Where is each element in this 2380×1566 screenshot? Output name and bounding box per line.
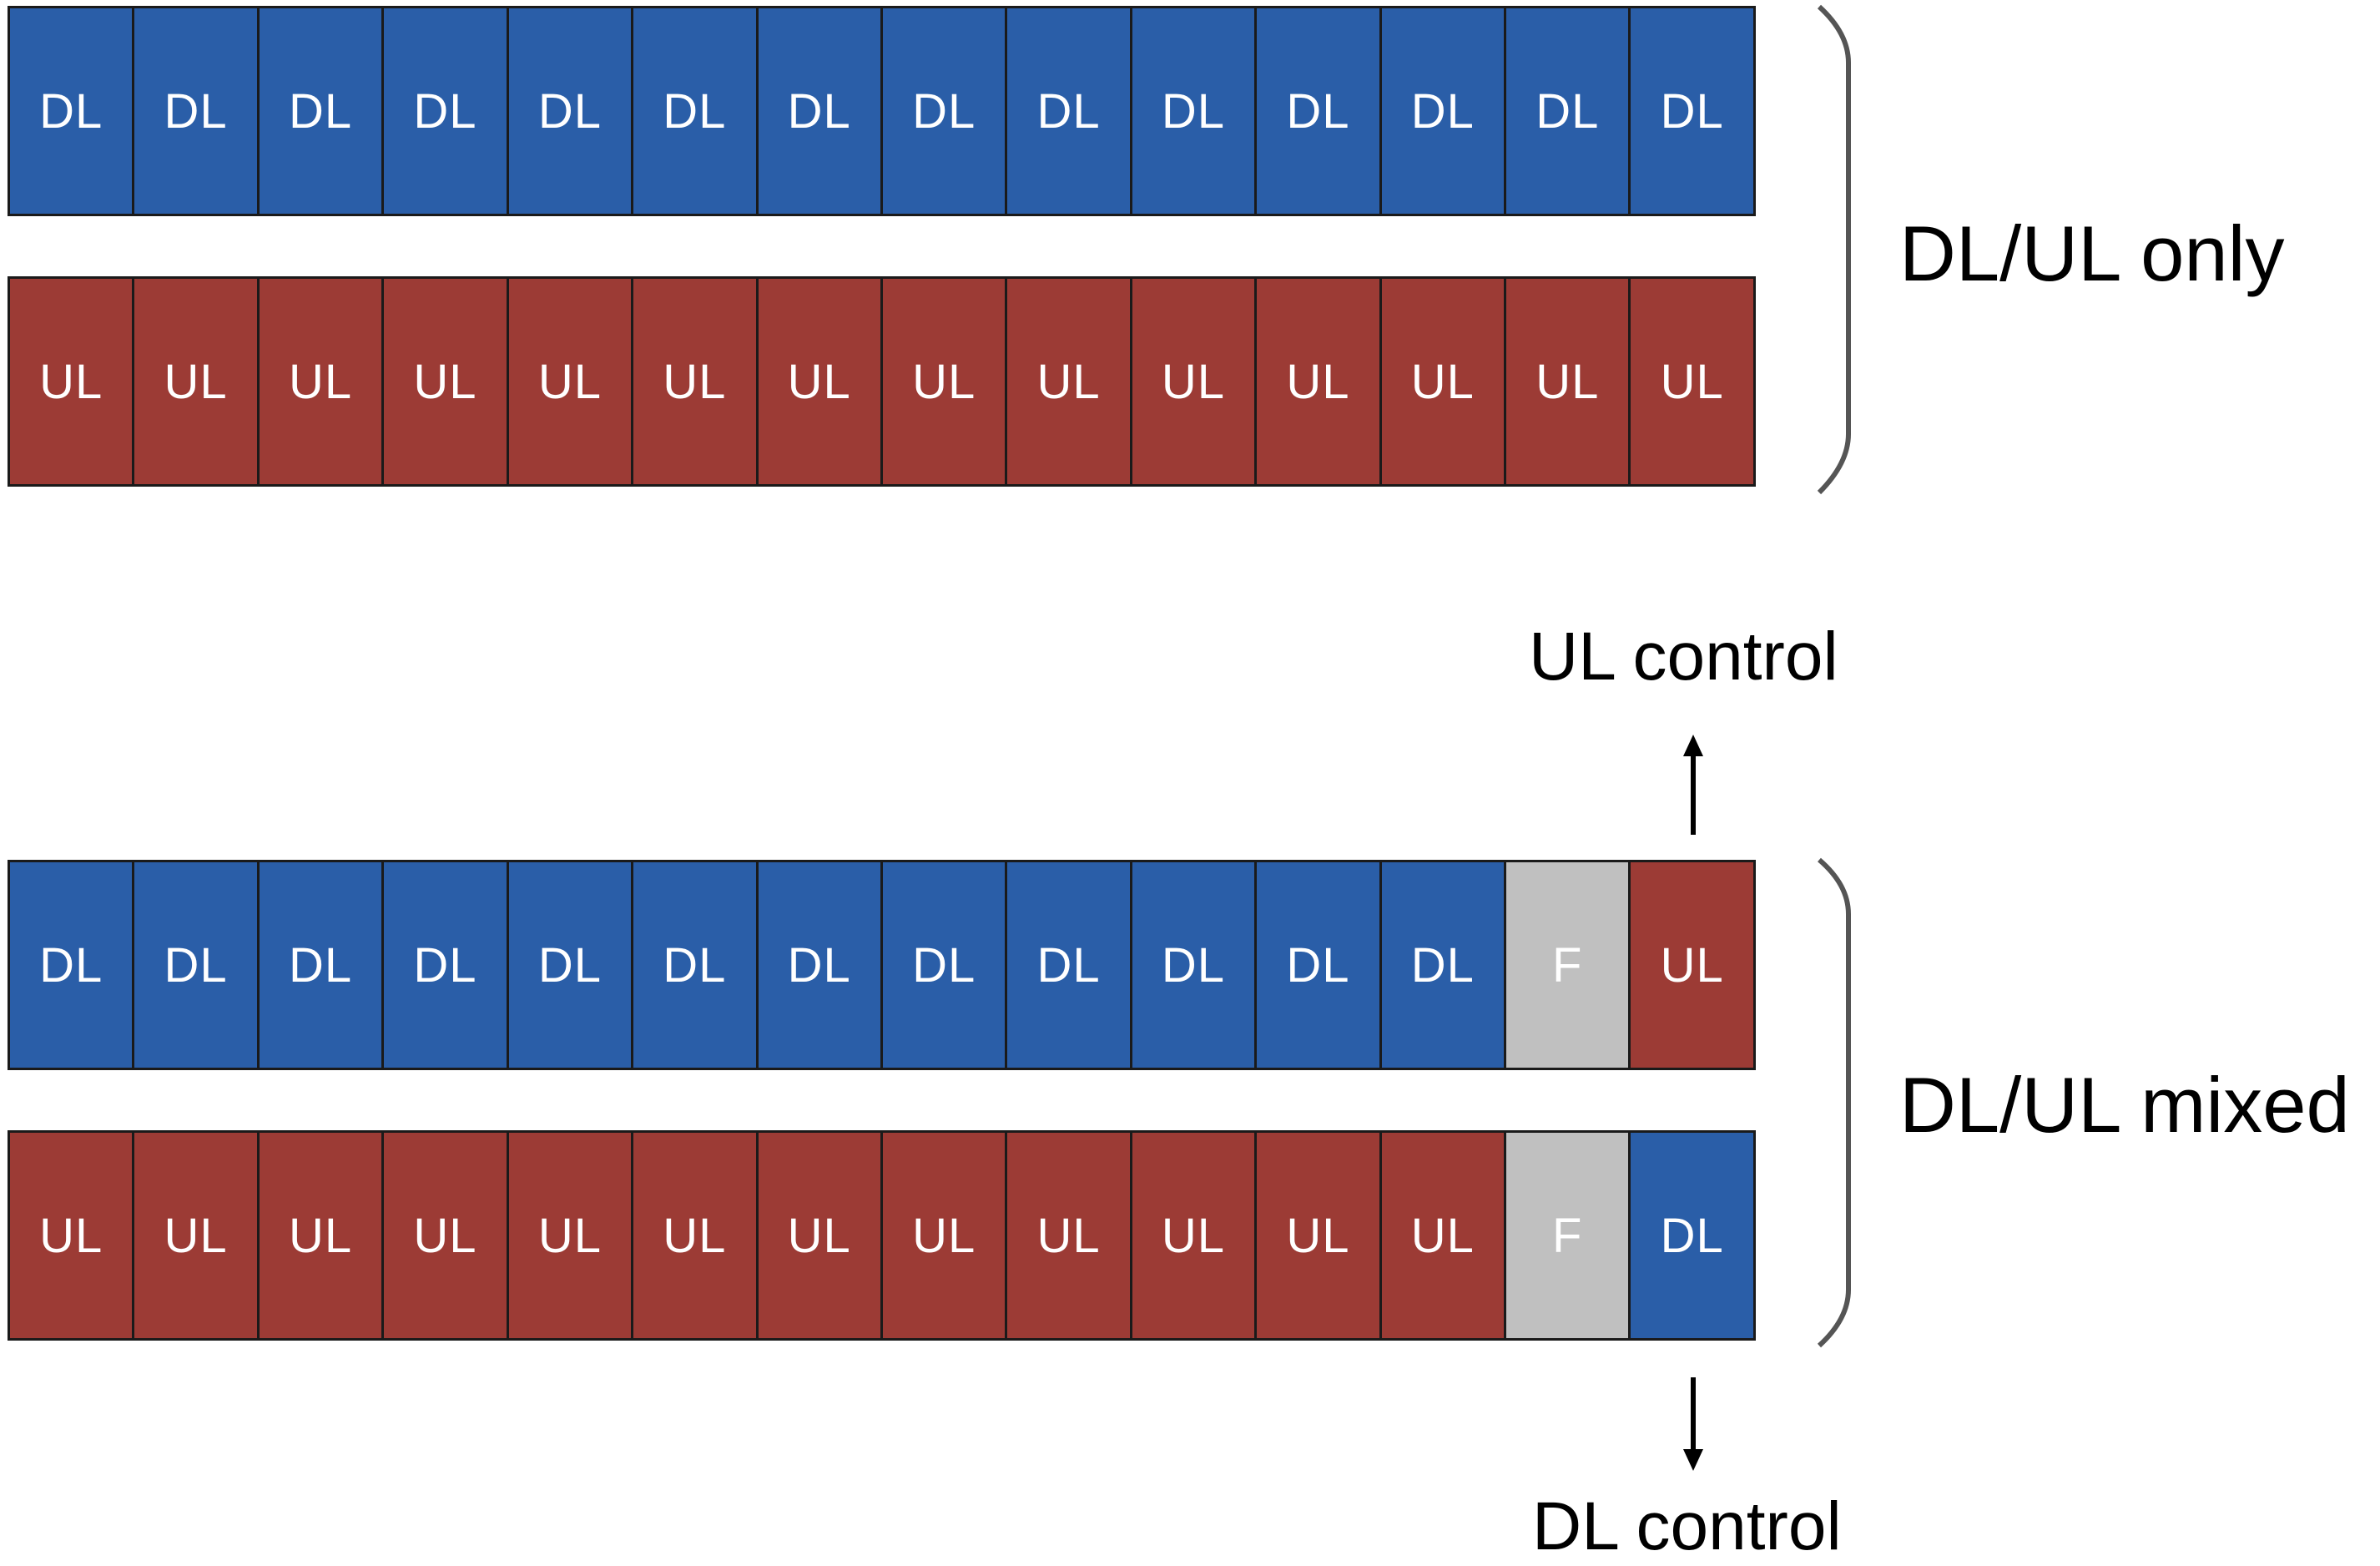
slot-cell-dl: DL: [1379, 8, 1505, 214]
slot-cell-dl: DL: [1504, 8, 1629, 214]
slot-cell-dl: DL: [755, 8, 880, 214]
slot-cell-dl: DL: [381, 862, 507, 1068]
slot-cell-dl: DL: [10, 862, 133, 1068]
slot-cell-ul: UL: [10, 1133, 133, 1338]
slot-cell-dl: DL: [10, 8, 133, 214]
arrow-up-icon: [1683, 735, 1703, 835]
slot-cell-ul: UL: [132, 279, 257, 484]
slot-row-ul-only: UL UL UL UL UL UL UL UL UL UL UL UL UL UL: [8, 276, 1756, 487]
bracket-mixed: [1817, 857, 1851, 1348]
slot-cell-ul: UL: [10, 279, 133, 484]
slot-cell-dl: DL: [1628, 8, 1753, 214]
slot-row-ul-mixed: UL UL UL UL UL UL UL UL UL UL UL UL F DL: [8, 1130, 1756, 1341]
slot-cell-dl: DL: [880, 862, 1006, 1068]
slot-cell-dl: DL: [256, 8, 382, 214]
slot-cell-ul: UL: [880, 1133, 1006, 1338]
slot-cell-ul: UL: [1129, 279, 1255, 484]
slot-cell-dl: DL: [1379, 862, 1505, 1068]
slot-cell-ul: UL: [1005, 279, 1130, 484]
slot-cell-ul: UL: [381, 279, 507, 484]
slot-cell-dl: DL: [631, 8, 756, 214]
slot-cell-ul: UL: [256, 1133, 382, 1338]
ul-control-label: UL control: [1529, 619, 1838, 695]
group-label-mixed: DL/UL mixed: [1899, 1061, 2350, 1149]
dl-control-label: DL control: [1532, 1488, 1842, 1564]
slot-cell-ul: UL: [1254, 1133, 1379, 1338]
slot-cell-ul: UL: [1379, 279, 1505, 484]
slot-row-dl-mixed: DL DL DL DL DL DL DL DL DL DL DL DL F UL: [8, 860, 1756, 1070]
slot-cell-ul: UL: [1129, 1133, 1255, 1338]
slot-cell-ul: UL: [1379, 1133, 1505, 1338]
slot-cell-dl: DL: [1129, 862, 1255, 1068]
slot-cell-dl: DL: [880, 8, 1006, 214]
group-label-only: DL/UL only: [1899, 210, 2285, 297]
slot-cell-dl: DL: [631, 862, 756, 1068]
slot-cell-ul: UL: [506, 1133, 632, 1338]
slot-cell-f: F: [1504, 1133, 1629, 1338]
slot-cell-dl: DL: [506, 862, 632, 1068]
slot-row-dl-only: DL DL DL DL DL DL DL DL DL DL DL DL DL DL: [8, 6, 1756, 216]
slot-cell-ul: UL: [1628, 862, 1753, 1068]
slot-cell-dl: DL: [1254, 8, 1379, 214]
bracket-only: [1817, 4, 1851, 495]
slot-cell-ul: UL: [631, 279, 756, 484]
slot-cell-dl: DL: [1005, 8, 1130, 214]
slot-cell-ul: UL: [1005, 1133, 1130, 1338]
slot-cell-ul: UL: [755, 279, 880, 484]
slot-cell-dl: DL: [1129, 8, 1255, 214]
slot-cell-ul: UL: [132, 1133, 257, 1338]
slot-cell-dl: DL: [1628, 1133, 1753, 1338]
slot-cell-dl: DL: [381, 8, 507, 214]
slot-cell-dl: DL: [755, 862, 880, 1068]
slot-cell-dl: DL: [1005, 862, 1130, 1068]
arrow-down-icon: [1683, 1377, 1703, 1471]
slot-cell-dl: DL: [506, 8, 632, 214]
slot-cell-dl: DL: [132, 862, 257, 1068]
slot-cell-ul: UL: [381, 1133, 507, 1338]
slot-cell-ul: UL: [631, 1133, 756, 1338]
slot-cell-dl: DL: [132, 8, 257, 214]
slot-cell-dl: DL: [256, 862, 382, 1068]
slot-cell-ul: UL: [880, 279, 1006, 484]
slot-cell-ul: UL: [1628, 279, 1753, 484]
slot-cell-ul: UL: [1504, 279, 1629, 484]
slot-cell-f: F: [1504, 862, 1629, 1068]
slot-cell-dl: DL: [1254, 862, 1379, 1068]
slot-cell-ul: UL: [256, 279, 382, 484]
slot-cell-ul: UL: [1254, 279, 1379, 484]
slot-cell-ul: UL: [506, 279, 632, 484]
slot-cell-ul: UL: [755, 1133, 880, 1338]
